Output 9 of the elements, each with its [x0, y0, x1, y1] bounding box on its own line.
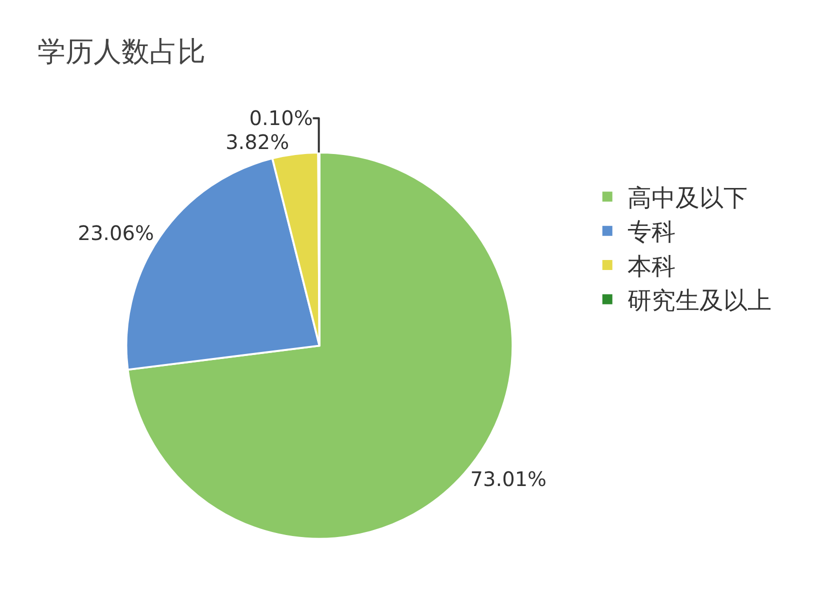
data-label: 3.82% [226, 130, 290, 154]
data-label: 23.06% [78, 220, 154, 245]
chart-title: 学历人数占比 [37, 35, 206, 68]
data-label: 0.10% [249, 106, 313, 130]
legend-label: 本科 [627, 252, 676, 280]
legend-label: 研究生及以上 [627, 286, 772, 315]
legend-label: 专科 [627, 218, 676, 246]
data-label: 73.01% [470, 466, 547, 491]
legend-label: 高中及以下 [627, 184, 748, 212]
